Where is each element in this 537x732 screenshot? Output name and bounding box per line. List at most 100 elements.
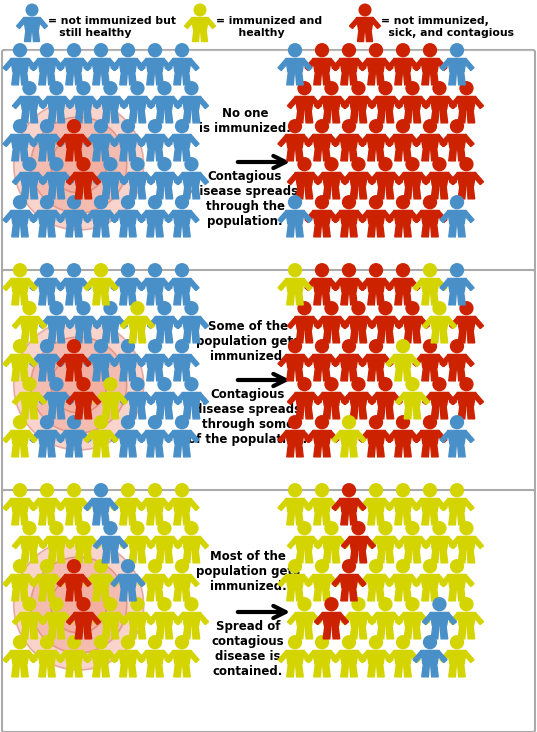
Polygon shape (286, 211, 304, 224)
Circle shape (94, 195, 108, 209)
Circle shape (378, 521, 393, 535)
Polygon shape (323, 367, 330, 381)
Circle shape (369, 339, 383, 354)
Polygon shape (11, 498, 30, 512)
Circle shape (103, 521, 118, 535)
Circle shape (13, 263, 27, 277)
Polygon shape (129, 406, 137, 419)
Polygon shape (436, 355, 447, 367)
Polygon shape (198, 537, 208, 548)
Polygon shape (57, 59, 68, 70)
Polygon shape (386, 135, 397, 146)
Polygon shape (332, 329, 340, 343)
Polygon shape (286, 354, 304, 367)
Polygon shape (386, 355, 397, 367)
Polygon shape (403, 316, 422, 329)
Polygon shape (48, 148, 55, 161)
Circle shape (13, 415, 27, 430)
Polygon shape (192, 550, 200, 563)
Polygon shape (328, 211, 339, 223)
Polygon shape (305, 550, 313, 563)
Circle shape (351, 301, 366, 315)
Polygon shape (192, 29, 200, 42)
Polygon shape (359, 406, 367, 419)
Polygon shape (313, 135, 331, 148)
Circle shape (315, 339, 329, 354)
Polygon shape (448, 498, 466, 512)
Polygon shape (440, 186, 448, 199)
Polygon shape (386, 110, 394, 123)
Polygon shape (314, 72, 322, 85)
Circle shape (423, 119, 437, 133)
Polygon shape (47, 97, 66, 110)
Polygon shape (117, 173, 127, 184)
Polygon shape (359, 355, 370, 367)
Polygon shape (457, 613, 476, 626)
Circle shape (103, 157, 118, 171)
Polygon shape (391, 613, 403, 624)
Polygon shape (323, 291, 330, 305)
Polygon shape (80, 135, 91, 146)
Polygon shape (395, 224, 402, 237)
Polygon shape (301, 211, 312, 223)
Polygon shape (57, 651, 68, 662)
Polygon shape (188, 431, 199, 443)
Circle shape (423, 339, 437, 354)
Polygon shape (458, 626, 466, 639)
Polygon shape (80, 211, 91, 223)
Polygon shape (382, 431, 393, 443)
Polygon shape (134, 59, 145, 70)
Polygon shape (92, 135, 110, 148)
Circle shape (184, 597, 199, 611)
Polygon shape (365, 317, 375, 329)
Polygon shape (395, 537, 407, 548)
Polygon shape (161, 499, 172, 510)
Polygon shape (156, 291, 163, 305)
Circle shape (288, 119, 302, 133)
Text: still healthy: still healthy (48, 28, 132, 38)
Circle shape (184, 301, 199, 315)
Polygon shape (314, 444, 322, 457)
Polygon shape (422, 367, 430, 381)
Polygon shape (296, 329, 304, 343)
Polygon shape (314, 664, 322, 677)
Polygon shape (138, 211, 149, 223)
Polygon shape (458, 406, 466, 419)
Polygon shape (449, 512, 456, 525)
Circle shape (378, 377, 393, 392)
Polygon shape (20, 97, 39, 110)
Polygon shape (440, 110, 448, 123)
Polygon shape (431, 664, 438, 677)
Circle shape (121, 635, 135, 649)
Circle shape (193, 4, 207, 17)
Polygon shape (367, 575, 386, 588)
Polygon shape (395, 148, 402, 161)
Polygon shape (20, 173, 39, 186)
Polygon shape (350, 18, 359, 29)
Polygon shape (21, 186, 29, 199)
Polygon shape (155, 173, 174, 186)
Polygon shape (296, 550, 304, 563)
Polygon shape (395, 393, 407, 405)
Polygon shape (117, 393, 127, 405)
Polygon shape (368, 173, 380, 184)
Polygon shape (418, 173, 430, 184)
Circle shape (324, 81, 339, 95)
Polygon shape (382, 135, 393, 146)
Polygon shape (305, 135, 316, 146)
Polygon shape (436, 575, 447, 586)
Polygon shape (111, 110, 119, 123)
Circle shape (49, 377, 63, 392)
Polygon shape (403, 537, 422, 550)
Polygon shape (409, 59, 420, 70)
Circle shape (432, 521, 447, 535)
Polygon shape (473, 393, 483, 405)
Polygon shape (102, 329, 110, 343)
Circle shape (31, 337, 127, 433)
Circle shape (175, 195, 189, 209)
Polygon shape (458, 72, 465, 85)
Polygon shape (332, 186, 340, 199)
Circle shape (288, 559, 302, 573)
Polygon shape (341, 444, 349, 457)
Polygon shape (38, 651, 56, 664)
